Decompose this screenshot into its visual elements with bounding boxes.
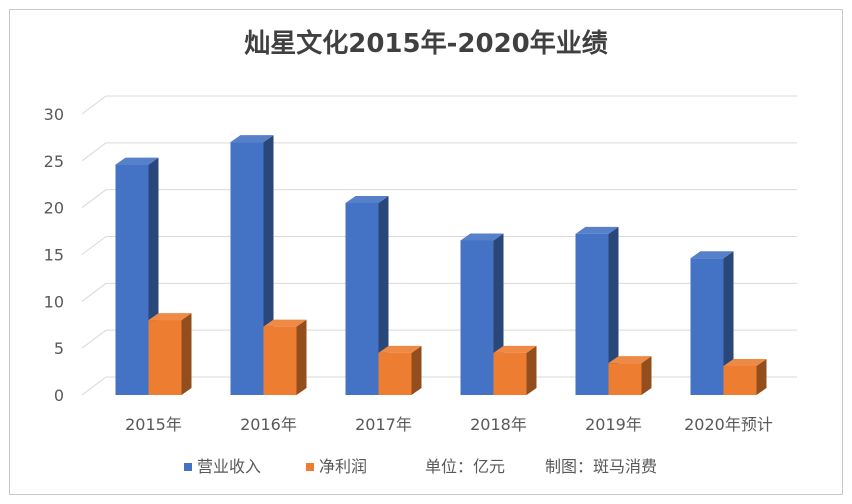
gridline-side [81,142,107,162]
credit-note: 制图：斑马消费 [545,457,657,476]
y-tick-label: 0 [54,386,64,405]
bar-net-profit [378,345,422,395]
x-tick-label: 2016年 [240,415,297,434]
x-tick-label: 2019年 [585,415,642,434]
y-tick-label: 20 [44,199,64,218]
x-tick-label: 2017年 [355,415,412,434]
legend-label-net-profit: 净利润 [319,457,367,476]
y-axis: 0 5 10 15 20 25 30 [44,105,64,405]
chart-title: 灿星文化2015年-2020年业绩 [244,28,608,59]
x-tick-label: 2018年 [470,415,527,434]
x-tick-label: 2020年预计 [684,415,773,434]
x-tick-label: 2015年 [125,415,182,434]
legend-swatch-net-profit [306,463,314,471]
y-tick-label: 15 [44,246,64,265]
y-tick-label: 10 [44,292,64,311]
bar-revenue [345,195,389,395]
bar-net-profit [723,358,767,395]
gridline-side [81,282,107,302]
bar-revenue [460,233,504,395]
legend: 营业收入 净利润 单位：亿元 制图：斑马消费 [184,457,657,476]
x-axis: 2015年 2016年 2017年 2018年 2019年 2020年预计 [125,415,773,434]
gridlines [81,95,797,396]
legend-label-revenue: 营业收入 [197,457,261,476]
gridline-side [81,236,107,255]
y-tick-label: 30 [44,105,64,124]
legend-swatch-revenue [184,463,192,471]
gridline-side [81,376,107,396]
bar-revenue [230,135,274,395]
y-tick-label: 5 [54,339,64,358]
bar-net-profit [608,356,652,395]
bar-revenue [690,251,734,395]
gridline-side [81,189,107,209]
gridline-side [81,95,107,115]
bar-net-profit [493,345,537,395]
gridline-side [81,329,107,349]
bar-net-profit [263,319,307,395]
bars [115,135,767,395]
unit-note: 单位：亿元 [425,457,505,476]
bar-revenue [575,226,619,395]
y-tick-label: 25 [44,152,64,171]
bar-net-profit [148,313,192,395]
